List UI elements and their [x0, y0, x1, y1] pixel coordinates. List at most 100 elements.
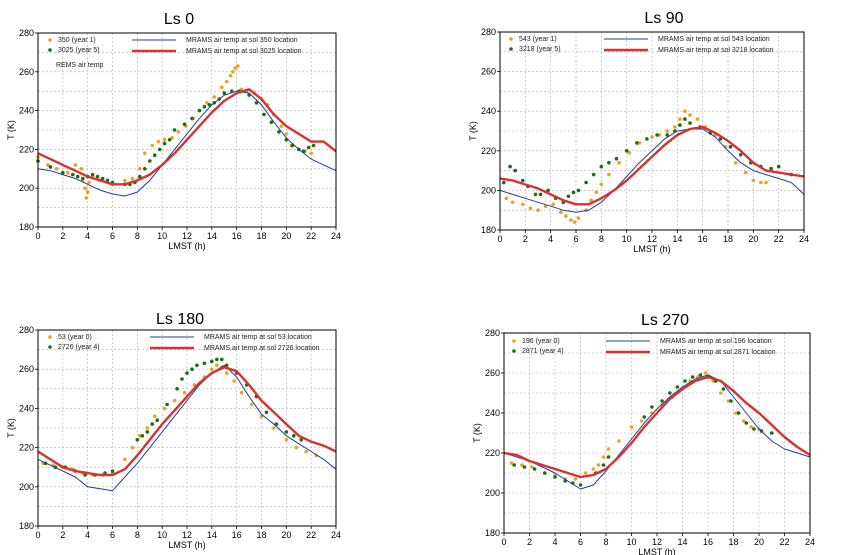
- data-point: [190, 116, 194, 121]
- data-point: [73, 163, 78, 167]
- x-tick-label: 0: [35, 530, 40, 540]
- chart-title: Ls 270: [641, 312, 689, 329]
- x-tick-label: 2: [60, 530, 65, 540]
- data-point: [145, 430, 150, 434]
- data-point: [231, 70, 235, 74]
- data-point: [277, 130, 281, 134]
- data-point: [576, 188, 581, 193]
- data-point: [627, 151, 631, 155]
- data-point: [536, 208, 540, 212]
- y-tick-label: 220: [19, 144, 34, 154]
- series-line-2: [503, 374, 811, 490]
- y-tick-label: 280: [19, 28, 34, 38]
- chart-title: Ls 0: [164, 11, 194, 28]
- data-point: [152, 153, 157, 157]
- legend-entry: MRAMS air temp at sol 543 location: [658, 36, 770, 43]
- x-tick-label: 0: [501, 537, 506, 547]
- data-point: [46, 163, 50, 167]
- data-point: [224, 371, 229, 375]
- data-point: [688, 113, 692, 117]
- data-point: [776, 164, 781, 169]
- data-point: [721, 387, 726, 391]
- data-point: [729, 399, 733, 403]
- data-point: [513, 168, 517, 173]
- legend-entry: 543 (year 1): [519, 36, 557, 43]
- x-tick-label: 10: [157, 231, 167, 241]
- x-tick-label: 16: [232, 530, 242, 540]
- x-tick-label: 12: [182, 231, 192, 241]
- legend-marker: [512, 349, 516, 353]
- legend-entry: MRAMS air temp at sol 2726 location: [204, 345, 320, 352]
- x-tick-label: 2: [60, 231, 65, 241]
- data-point: [182, 390, 187, 395]
- data-point: [594, 190, 599, 195]
- data-point: [751, 178, 756, 183]
- x-tick-label: 16: [698, 234, 708, 244]
- data-point: [311, 143, 316, 148]
- y-tick-label: 240: [19, 403, 34, 413]
- data-point: [232, 379, 236, 383]
- data-point: [176, 130, 181, 134]
- x-tick-label: 2: [523, 234, 528, 244]
- y-tick-label: 220: [19, 443, 34, 453]
- y-tick-label: 180: [481, 225, 496, 235]
- legend-entry: MRAMS air temp at sol 3218 location: [658, 47, 774, 54]
- data-point: [87, 180, 91, 185]
- data-point: [167, 137, 172, 142]
- data-point: [284, 438, 289, 442]
- data-point: [657, 133, 662, 137]
- data-point: [683, 117, 687, 121]
- data-point: [207, 103, 212, 107]
- series-line-3: [499, 125, 805, 206]
- data-point: [75, 174, 80, 179]
- data-point: [683, 109, 687, 113]
- data-point: [61, 170, 65, 175]
- y-tick-label: 220: [485, 448, 500, 458]
- legend-entry: MRAMS air temp at sol 3025 location: [186, 48, 302, 55]
- y-tick-label: 240: [481, 106, 496, 116]
- x-tick-label: 12: [647, 234, 657, 244]
- data-point: [284, 430, 289, 434]
- legend-marker: [512, 339, 516, 343]
- x-tick-label: 14: [672, 234, 682, 244]
- data-point: [299, 438, 304, 442]
- data-point: [272, 426, 276, 430]
- x-tick-label: 10: [157, 530, 167, 540]
- data-point: [202, 104, 207, 109]
- x-tick-label: 10: [626, 537, 636, 547]
- data-point: [606, 447, 611, 451]
- legend-marker: [48, 335, 52, 339]
- x-tick-label: 8: [599, 234, 604, 244]
- data-point: [591, 172, 596, 177]
- data-point: [736, 411, 741, 415]
- x-tick-label: 24: [799, 234, 809, 244]
- x-tick-label: 20: [748, 234, 758, 244]
- legend-entry: MRAMS air temp at sol 196 location: [660, 338, 772, 345]
- data-point: [698, 373, 703, 377]
- data-point: [84, 196, 89, 200]
- x-tick-label: 12: [182, 530, 192, 540]
- x-tick-label: 18: [256, 231, 266, 241]
- x-tick-label: 14: [677, 537, 687, 547]
- x-tick-label: 2: [527, 537, 532, 547]
- data-point: [150, 422, 154, 426]
- legend-entry: 350 (year 1): [58, 37, 96, 44]
- series-line-2: [37, 364, 337, 492]
- data-point: [175, 387, 179, 391]
- data-point: [162, 141, 167, 146]
- x-tick-label: 4: [548, 234, 553, 244]
- y-tick-label: 260: [19, 364, 34, 374]
- x-axis-label: LMST (h): [633, 244, 670, 254]
- data-point: [508, 164, 512, 169]
- x-tick-label: 20: [754, 537, 764, 547]
- data-point: [190, 367, 194, 372]
- legend-marker: [48, 345, 52, 349]
- y-axis-label: T (K): [6, 418, 16, 438]
- data-point: [215, 363, 219, 368]
- x-tick-label: 14: [207, 530, 217, 540]
- x-tick-label: 8: [135, 530, 140, 540]
- legend-entry: MRAMS air temp at sol 53 location: [204, 334, 312, 341]
- data-point: [205, 101, 209, 105]
- x-tick-label: 16: [703, 537, 713, 547]
- x-tick-label: 0: [497, 234, 502, 244]
